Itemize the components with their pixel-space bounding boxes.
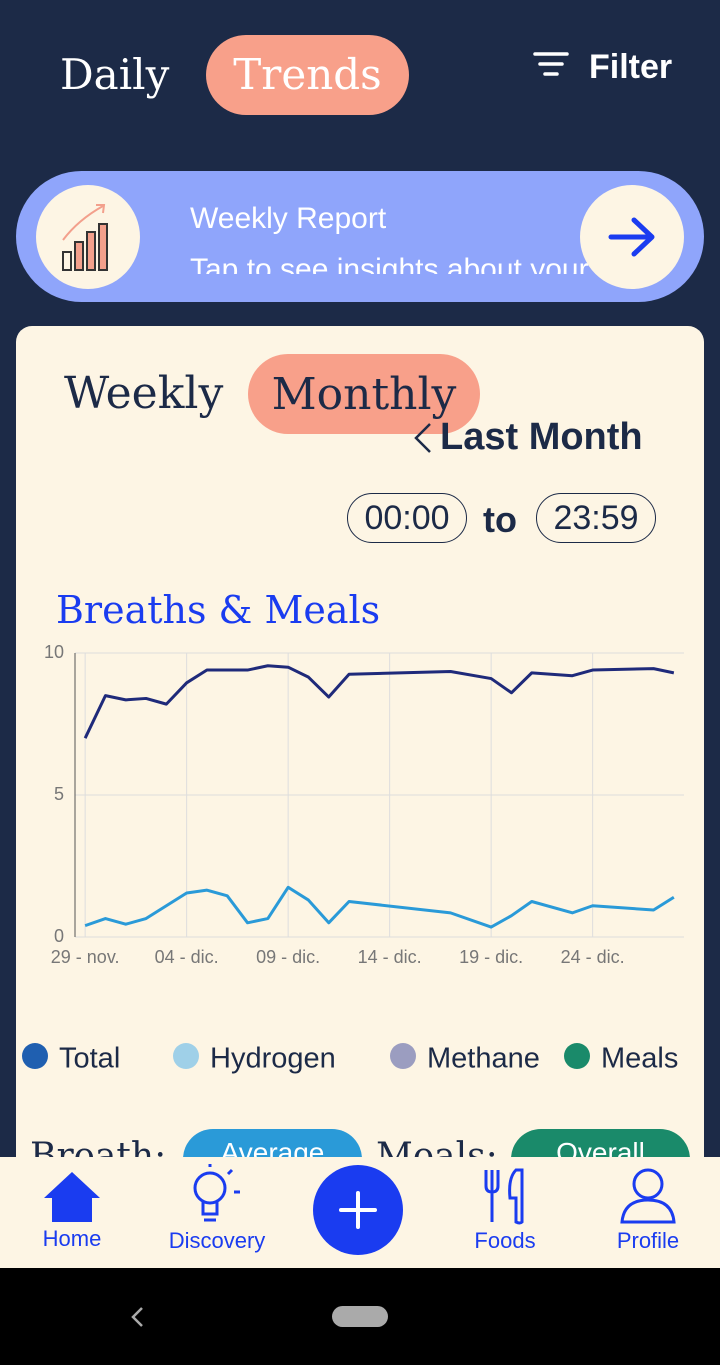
nav-discovery[interactable]: Discovery — [168, 1228, 266, 1253]
series-line — [83, 664, 675, 739]
legend-swatch — [173, 1043, 199, 1069]
nav-profile[interactable]: Profile — [616, 1228, 680, 1253]
report-arrow[interactable] — [608, 215, 658, 259]
filter-row: Breath: Average Meals: Overall — [16, 1126, 704, 1157]
x-tick-label: 14 - dic. — [358, 947, 422, 967]
legend-swatch — [390, 1043, 416, 1069]
y-tick-label: 10 — [44, 642, 64, 662]
meals-button[interactable]: Overall — [511, 1129, 690, 1157]
report-subtitle: Tap to see insights about your — [190, 253, 589, 274]
legend-label: Meals — [601, 1043, 678, 1075]
breath-button[interactable]: Average — [183, 1129, 362, 1157]
series-line — [84, 885, 675, 929]
legend-label: Methane — [427, 1043, 540, 1075]
legend-label: Total — [59, 1043, 120, 1075]
filter[interactable]: Filter — [589, 48, 673, 86]
x-tick-label: 09 - dic. — [256, 947, 320, 967]
nav-foods[interactable]: Foods — [474, 1228, 536, 1253]
breath-label: Breath: — [30, 1136, 167, 1157]
report-title: Weekly Report — [190, 202, 387, 235]
system-home[interactable] — [332, 1306, 388, 1327]
discovery-icon[interactable] — [186, 1164, 246, 1228]
x-tick-label: 19 - dic. — [459, 947, 523, 967]
tab-trends[interactable]: Trends — [206, 35, 409, 115]
trend-card — [16, 326, 704, 1226]
y-tick-label: 5 — [54, 784, 64, 804]
foods-icon[interactable] — [482, 1168, 528, 1226]
tab-daily[interactable]: Daily — [60, 50, 170, 99]
profile-icon[interactable] — [618, 1166, 678, 1226]
period: Last Month — [440, 416, 643, 458]
tab-monthly[interactable]: Monthly — [248, 354, 480, 434]
add-icon[interactable] — [338, 1190, 378, 1230]
chart-title: Breaths & Meals — [56, 588, 381, 632]
legend-label: Hydrogen — [210, 1043, 336, 1075]
home-icon[interactable] — [42, 1170, 102, 1224]
prev-icon[interactable] — [412, 422, 434, 454]
time-to[interactable]: 23:59 — [536, 493, 656, 543]
legend-swatch — [22, 1043, 48, 1069]
legend-swatch — [564, 1043, 590, 1069]
system-back[interactable] — [128, 1305, 148, 1329]
nav-home[interactable]: Home — [42, 1226, 102, 1251]
report-icon — [62, 204, 108, 271]
x-tick-label: 04 - dic. — [155, 947, 219, 967]
time-from[interactable]: 00:00 — [347, 493, 467, 543]
x-tick-label: 24 - dic. — [561, 947, 625, 967]
filter-icon[interactable] — [532, 50, 572, 80]
x-tick-label: 29 - nov. — [51, 947, 120, 967]
tab-weekly[interactable]: Weekly — [64, 368, 224, 419]
meals-label: Meals: — [376, 1136, 498, 1157]
time-sep: to — [483, 499, 517, 540]
y-tick-label: 0 — [54, 926, 64, 946]
chart: 0 5 10 29 - nov. 04 - dic. 09 - dic. 14 - dic.… — [22, 642, 684, 1075]
